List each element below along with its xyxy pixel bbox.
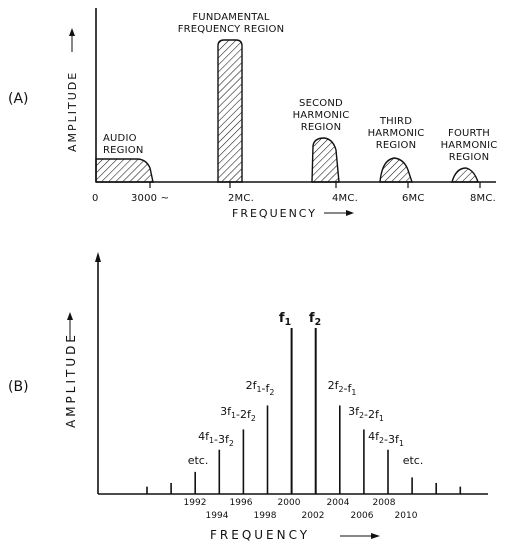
f1-label: f1 [279, 311, 291, 328]
third-harmonic-region-shape [379, 157, 413, 183]
tick-2002: 2002 [302, 511, 325, 521]
tick-1994: 1994 [206, 511, 229, 521]
tick-2008: 2008 [373, 498, 396, 508]
tick-2006: 2006 [351, 511, 374, 521]
fourth-harmonic-region-shape [451, 167, 479, 183]
4f2-3f1-label: 4f2-3f1 [368, 430, 404, 448]
panel-a-tick-2mc: 2MC. [228, 193, 254, 204]
2f2-f1-label: 2f2-f1 [328, 379, 357, 397]
tick-2010: 2010 [395, 511, 418, 521]
tick-1996: 1996 [230, 498, 253, 508]
fourth-harmonic-label-3: REGION [449, 152, 490, 163]
fundamental-region-label-1: FUNDAMENTAL [192, 12, 270, 23]
third-harmonic-label-3: REGION [376, 140, 417, 151]
panel-a-tick-6mc: 6MC [402, 193, 425, 204]
panel-a-y-axis-title: AMPLITUDE [66, 71, 79, 152]
3f1-2f2-label: 3f1-2f2 [220, 405, 256, 423]
tick-1992: 1992 [184, 498, 207, 508]
audio-region-label-2: REGION [103, 145, 144, 156]
second-harmonic-label-1: SECOND [299, 98, 343, 109]
panel-b-y-arrow-icon [67, 312, 73, 338]
fundamental-region-shape [217, 39, 243, 183]
panel-a-tick-8mc: 8MC. [470, 193, 496, 204]
panel-a-x-axis-title: FREQUENCY [232, 207, 317, 220]
2f1-f2-label: 2f1-f2 [246, 379, 275, 397]
3f2-2f1-label: 3f2-2f1 [348, 405, 384, 423]
f2-label: f2 [309, 311, 321, 328]
fourth-harmonic-label-2: HARMONIC [441, 140, 498, 151]
panel-a-ticks [149, 182, 481, 188]
third-harmonic-label-1: THIRD [379, 116, 412, 127]
tick-2004: 2004 [327, 498, 350, 508]
audio-region-label-1: AUDIO [103, 133, 137, 144]
panel-a-tick-3000: 3000 ~ [131, 193, 169, 204]
tick-2000: 2000 [278, 498, 301, 508]
panel-a: (A) AMPLITUDE AUDIO REGION FUNDAMENTAL F… [8, 8, 497, 220]
audio-region-shape [95, 158, 154, 183]
panel-b: (B) AMPLITUDE f1 f2 2f1-f2 3f1-2f2 4f1-3… [8, 252, 488, 542]
panel-b-y-axis-arrowhead [95, 252, 101, 262]
panel-a-tick-0: 0 [92, 193, 99, 204]
third-harmonic-label-2: HARMONIC [368, 128, 425, 139]
panel-a-x-arrow-icon [324, 210, 354, 216]
second-harmonic-label-3: REGION [301, 122, 342, 133]
fundamental-region-label-2: FREQUENCY REGION [178, 24, 285, 35]
tick-1998: 1998 [254, 511, 277, 521]
panel-a-tick-4mc: 4MC. [332, 193, 358, 204]
panel-b-label: (B) [8, 379, 29, 395]
second-harmonic-region-shape [311, 137, 340, 183]
etc-right-label: etc. [403, 454, 424, 467]
4f1-3f2-label: 4f1-3f2 [198, 430, 234, 448]
etc-left-label: etc. [188, 454, 209, 467]
panel-a-y-arrow-icon [69, 28, 75, 52]
fourth-harmonic-label-1: FOURTH [448, 128, 490, 139]
panel-b-x-axis-title: FREQUENCY [210, 528, 310, 542]
panel-b-y-axis-title: AMPLITUDE [64, 332, 78, 428]
panel-a-label: (A) [8, 91, 29, 107]
second-harmonic-label-2: HARMONIC [293, 110, 350, 121]
spectral-lines [146, 328, 462, 494]
panel-b-x-arrow-icon [340, 533, 380, 539]
